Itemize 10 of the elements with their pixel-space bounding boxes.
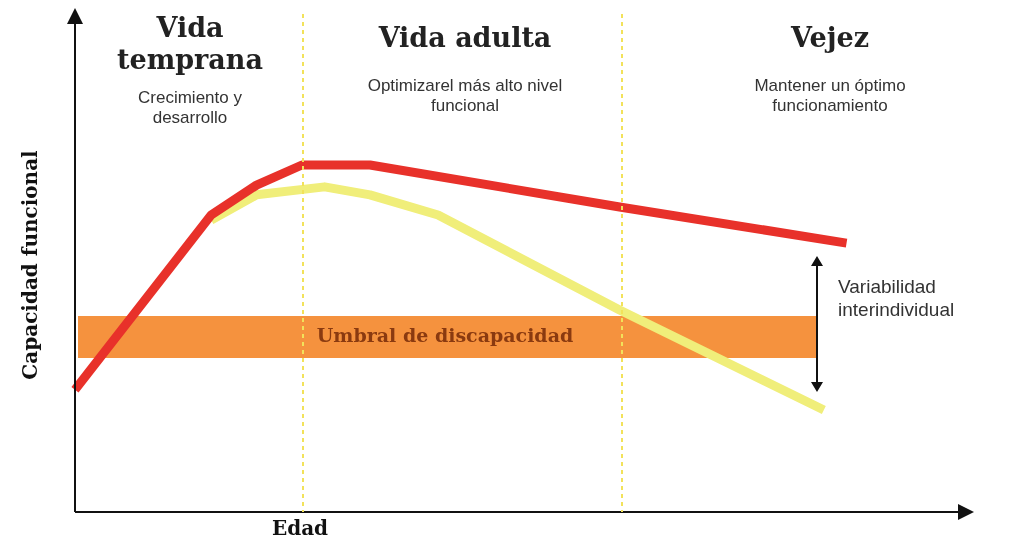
text: Vida temprana: [116, 12, 264, 77]
y-axis-title: Capacidad funcional: [18, 149, 43, 380]
text: Mantener un óptimo funcionamiento: [753, 76, 907, 117]
x-axis-title: Edad: [271, 516, 329, 541]
text: Optimizarel más alto nivel funcional: [366, 76, 564, 117]
annotation: Variabilidad interindividual: [838, 276, 956, 322]
text: Vida adulta: [377, 22, 553, 55]
text: Crecimiento y desarrollo: [137, 88, 243, 129]
text: Vejez: [789, 22, 870, 55]
band-label: Umbral de discapacidad: [316, 323, 574, 346]
